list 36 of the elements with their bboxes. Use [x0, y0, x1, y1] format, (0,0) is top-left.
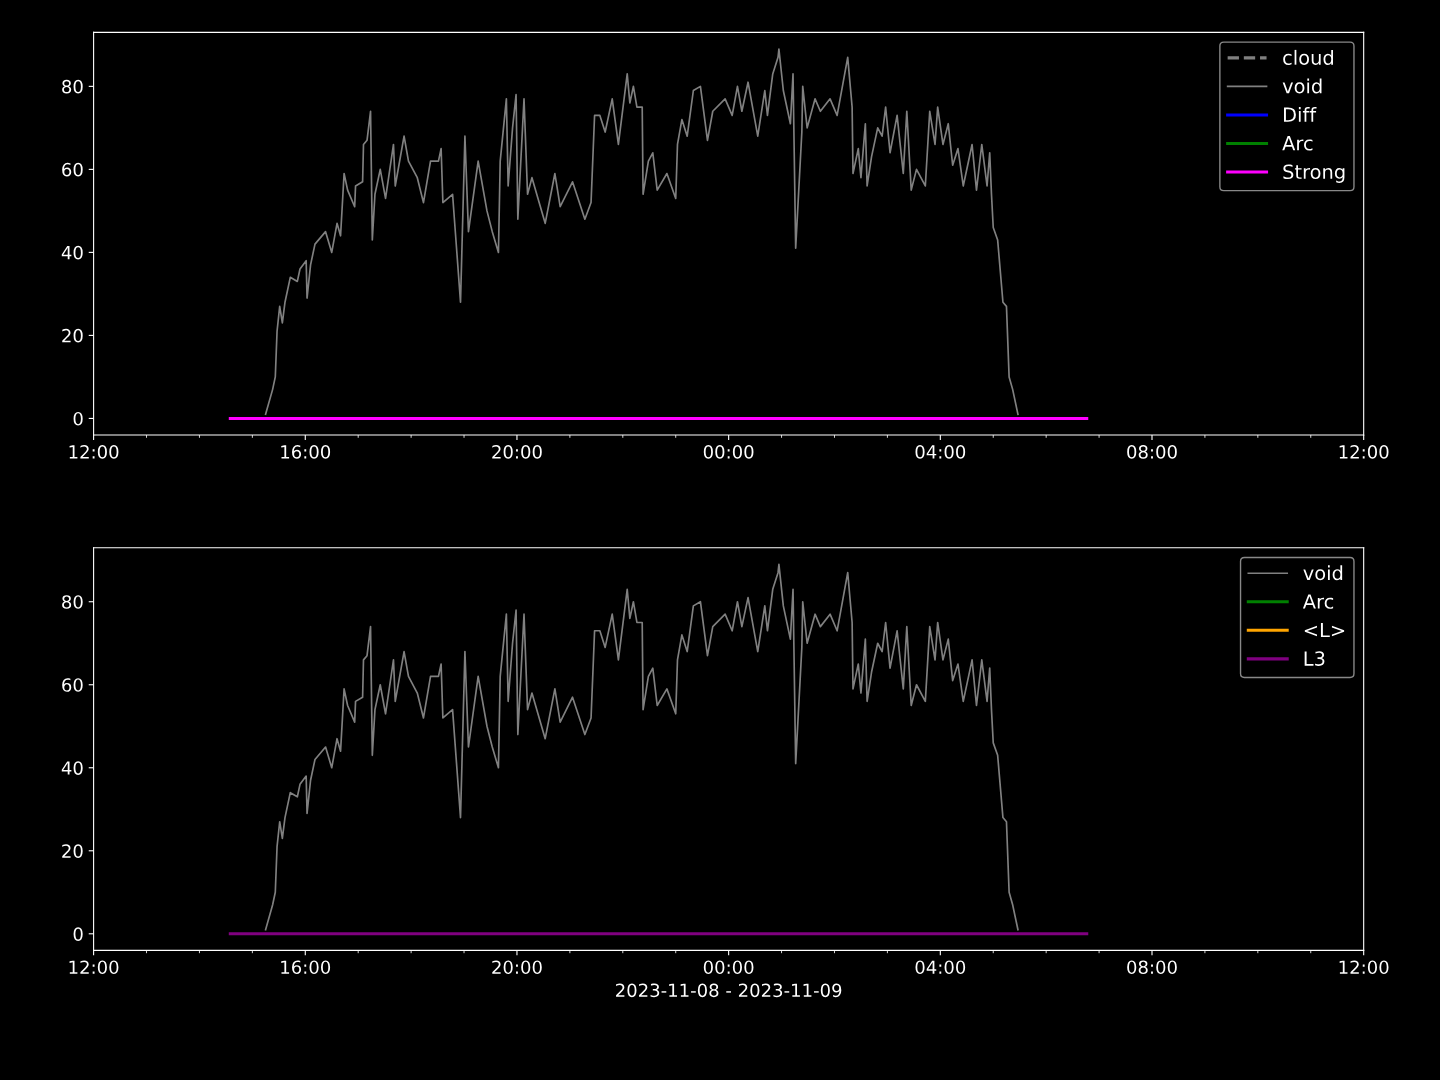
- line-series: [264, 563, 1019, 931]
- y-tick-label: 60: [62, 678, 83, 692]
- x-tick-label: 08:00: [1127, 445, 1177, 459]
- x-tick-label: 12:00: [69, 445, 119, 459]
- x-tick-label: 12:00: [1339, 960, 1389, 975]
- x-tick-label: 16:00: [281, 445, 331, 459]
- y-tick-label: 0: [73, 411, 83, 426]
- x-tick-label: 08:00: [1127, 960, 1177, 975]
- y-tick-label: 60: [62, 162, 83, 177]
- y-tick-label: 20: [62, 844, 83, 858]
- x-tick-label: 20:00: [492, 445, 542, 459]
- y-tick-label: 20: [62, 328, 83, 343]
- y-tick-label: 80: [62, 595, 83, 609]
- y-tick-label: 40: [61, 245, 83, 260]
- x-tick-label: 00:00: [703, 445, 754, 459]
- legend-label: void: [1282, 78, 1322, 94]
- line-series: [264, 48, 1019, 416]
- legend-label: void: [1303, 565, 1343, 581]
- x-tick-label: 20:00: [492, 960, 542, 975]
- x-tick-label: 12:00: [1339, 445, 1389, 459]
- x-tick-label: 12:00: [69, 960, 119, 975]
- x-tick-label: 16:00: [281, 960, 331, 975]
- legend-label: Arc: [1302, 594, 1334, 609]
- x-tick-label: 00:00: [703, 960, 754, 975]
- y-tick-label: 80: [62, 79, 83, 94]
- legend-label: <L>: [1304, 622, 1345, 638]
- x-tick-label: 04:00: [915, 445, 966, 459]
- x-tick-label: 04:00: [915, 960, 966, 975]
- legend-label: cloud: [1283, 49, 1333, 65]
- legend-label: L3: [1304, 651, 1325, 666]
- x-axis-title: 2023-11-08 - 2023-11-09: [616, 983, 842, 998]
- y-tick-label: 40: [61, 761, 83, 775]
- y-tick-label: 0: [73, 927, 83, 941]
- legend-label: Diff: [1284, 106, 1317, 122]
- legend-label: Arc: [1282, 136, 1313, 151]
- legend-label: Strong: [1283, 164, 1345, 183]
